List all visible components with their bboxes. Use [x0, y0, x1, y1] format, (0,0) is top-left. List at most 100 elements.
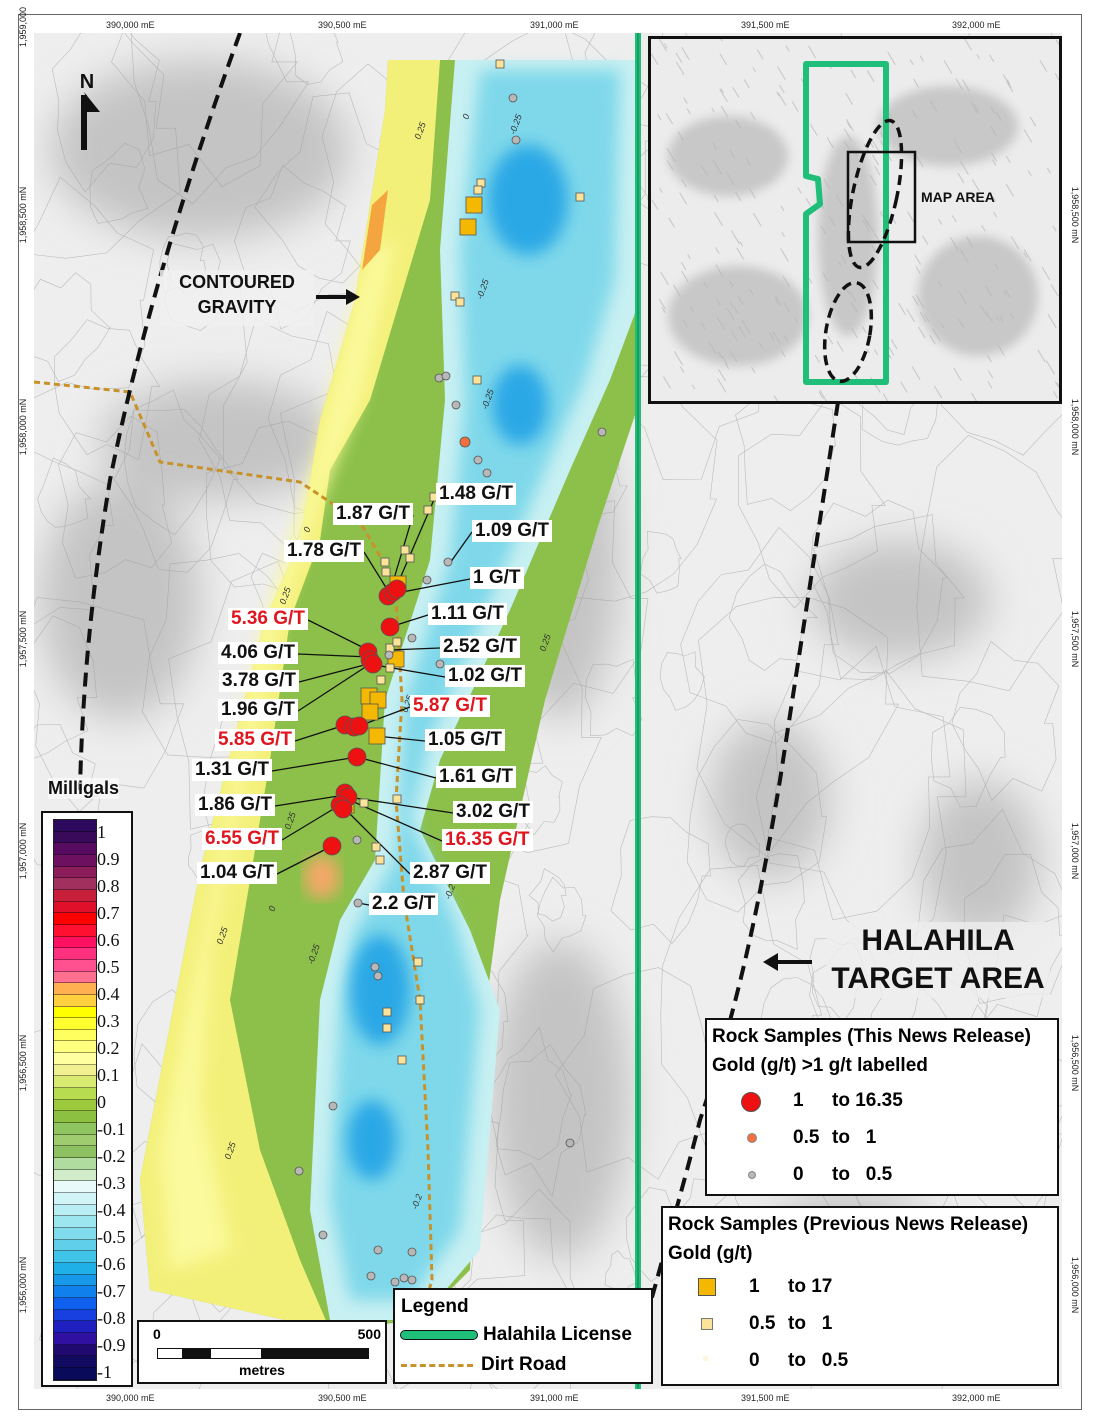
- target-area-outline-east: [626, 401, 840, 1389]
- current-sample-low: [294, 1166, 304, 1176]
- current-sample-low: [565, 1138, 575, 1148]
- colorbar-swatch: [54, 1146, 96, 1159]
- colorbar-swatch: [54, 1251, 96, 1263]
- colorbar-swatch: [54, 1076, 96, 1089]
- colorbar-swatch: [54, 854, 96, 867]
- colorbar-swatch: [54, 1356, 96, 1368]
- gray-circle-icon: [748, 1171, 756, 1179]
- gravity-zone-light-yellow: [160, 240, 395, 1270]
- colorbar-swatch: [54, 1274, 96, 1287]
- sample-assay-label: 1.09 G/T: [472, 520, 552, 542]
- current-sample-high: [322, 836, 342, 856]
- leader-line: [298, 662, 373, 683]
- contour-value-label: -0.2: [409, 1193, 424, 1211]
- previous-sample-high: [465, 196, 483, 214]
- sample-assay-label: 6.55 G/T: [202, 828, 282, 850]
- current-sample-low: [384, 650, 394, 660]
- legend-range-to: to 17: [788, 1276, 833, 1297]
- axis-bottom-label: 391,000 mE: [530, 1393, 579, 1403]
- sample-assay-label: 16.35 G/T: [442, 829, 533, 851]
- current-sample-low: [407, 1247, 417, 1257]
- legend-this-title: Rock Samples (This News Release): [712, 1026, 1031, 1047]
- colorbar-tick-label: -0.3: [97, 1173, 126, 1193]
- map-frame: [18, 14, 1082, 1410]
- colorbar-swatch: [54, 831, 96, 844]
- colorbar-swatch: [54, 1158, 96, 1170]
- axis-bottom-label: 392,000 mE: [952, 1393, 1001, 1403]
- legend-prev-subtitle: Gold (g/t): [668, 1243, 753, 1264]
- sample-assay-label: 3.02 G/T: [453, 801, 533, 823]
- colorbar-swatch: [54, 1227, 96, 1240]
- current-samples: [294, 93, 607, 1287]
- legend-this-release: Rock Samples (This News Release) Gold (g…: [705, 1018, 1059, 1196]
- legend-prev-title: Rock Samples (Previous News Release): [668, 1214, 1029, 1235]
- sample-assay-label: 2.2 G/T: [369, 893, 439, 915]
- previous-sample-medium: [472, 375, 482, 385]
- gravity-zone-yellow: [140, 60, 440, 1330]
- previous-sample-medium: [381, 567, 391, 577]
- label-line: CONTOURED: [179, 272, 295, 292]
- orange-circle-icon: [747, 1133, 757, 1143]
- leader-line: [281, 804, 341, 841]
- previous-sample-medium: [392, 637, 402, 647]
- scale-end: 500: [357, 1326, 381, 1342]
- axis-top-label: 390,000 mE: [106, 20, 155, 30]
- current-sample-high: [333, 799, 353, 819]
- colorbar-swatch: [54, 1193, 96, 1205]
- current-sample-low: [443, 557, 453, 567]
- colorbar-swatch: [54, 936, 96, 949]
- contour-value-label: 0: [301, 526, 312, 534]
- previous-sample-medium: [405, 553, 415, 563]
- sample-assay-label: 1.96 G/T: [218, 699, 298, 721]
- leader-line: [388, 647, 441, 651]
- inset-map: MAP AREA: [648, 36, 1062, 404]
- legend-range-from: 1: [749, 1276, 760, 1297]
- previous-sample-medium: [382, 1007, 392, 1017]
- previous-sample-high: [368, 727, 386, 745]
- previous-sample-medium: [455, 297, 465, 307]
- colorbar-tick-label: -0.7: [97, 1281, 126, 1301]
- sample-assay-label: 1.86 G/T: [195, 794, 275, 816]
- axis-top-label: 391,500 mE: [741, 20, 790, 30]
- colorbar-swatch: [54, 1239, 96, 1252]
- gravity-high: [304, 855, 340, 899]
- current-sample-low: [328, 1101, 338, 1111]
- sample-assay-label: 1.05 G/T: [425, 729, 505, 751]
- colorbar-swatch: [54, 901, 96, 914]
- previous-sample-medium: [359, 798, 369, 808]
- inset-target-ellipse-south: [822, 280, 874, 384]
- previous-sample-medium: [413, 957, 423, 967]
- axis-bottom-label: 391,500 mE: [741, 1393, 790, 1403]
- target-area-label: HALAHILA TARGET AREA: [826, 922, 1050, 998]
- current-sample-low: [390, 1277, 400, 1287]
- legend-range-to: to 1: [788, 1313, 833, 1334]
- axis-top-label: 390,500 mE: [318, 20, 367, 30]
- colorbar-swatch: [54, 994, 96, 1007]
- current-sample-medium: [459, 436, 471, 448]
- axis-top-label: 391,000 mE: [530, 20, 579, 30]
- label-line: TARGET AREA: [831, 962, 1045, 995]
- colorbar-swatch: [54, 1309, 96, 1322]
- colorbar-legend: 1 0.9 0.8 0.7 0.6 0.5 0.4 0.3 0.2 0.1 0 -0.1 -0.2 -0.…: [41, 811, 133, 1387]
- inset-target-ellipse-north: [846, 118, 904, 270]
- legend-item-road: Dirt Road: [481, 1354, 567, 1375]
- yellow-square-icon: [701, 1318, 713, 1330]
- current-sample-low: [318, 1230, 328, 1240]
- scale-unit: metres: [239, 1362, 285, 1378]
- legend-range-to: to 0.5: [832, 1164, 893, 1185]
- current-sample-low: [511, 135, 521, 145]
- colorbar-swatch: [54, 866, 96, 879]
- colorbar-swatch: [54, 913, 96, 925]
- previous-sample-medium: [397, 1055, 407, 1065]
- colorbar-tick-label: 0: [97, 1092, 106, 1112]
- axis-bottom-label: 390,500 mE: [318, 1393, 367, 1403]
- colorbar-swatch: [54, 843, 96, 855]
- sample-assay-label: 1.04 G/T: [197, 862, 277, 884]
- legend-range-to: to 1: [832, 1127, 877, 1148]
- leader-line: [297, 663, 371, 712]
- sample-assay-label: 2.87 G/T: [410, 862, 490, 884]
- legend: Legend Halahila License Dirt Road: [393, 1288, 653, 1384]
- current-sample-low: [435, 659, 445, 669]
- scale-bar-graphic: [157, 1348, 369, 1359]
